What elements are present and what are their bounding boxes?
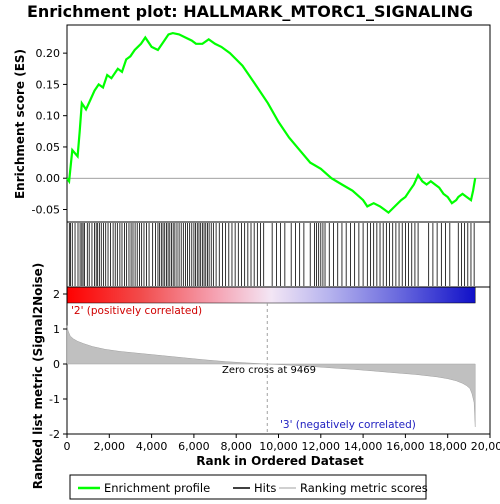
legend-metric-label: Ranking metric scores [300,481,428,495]
x-tick-label: 4,000 [136,440,168,453]
metric-y-tick-label: 0 [53,358,60,371]
metric-y-axis-label: Ranked list metric (Signal2Noise) [31,263,45,490]
metric-y-tick-label: 1 [53,323,60,336]
zero-cross-annotation: Zero cross at 9469 [222,365,316,376]
x-tick-label: 14,000 [344,440,383,453]
es-y-tick-label: 0.05 [36,141,61,154]
metric-y-tick-label: 2 [53,288,60,301]
es-y-tick-label: 0.20 [36,47,61,60]
x-tick-label: 6,000 [178,440,210,453]
es-y-axis-label: Enrichment score (ES) [13,49,27,199]
hits-panel-frame [67,222,490,287]
chart-title: Enrichment plot: HALLMARK_MTORC1_SIGNALI… [27,2,473,21]
legend: Enrichment profile Hits Ranking metric s… [70,475,428,499]
hits-panel [67,222,490,287]
negative-annotation: '3' (negatively correlated) [280,419,416,431]
x-tick-label: 8,000 [220,440,252,453]
legend-enrichment-label: Enrichment profile [104,481,210,495]
es-panel: 0.20 0.15 0.10 0.05 0.00 -0.05 Enrichment sco… [13,25,490,222]
metric-y-tick-label: -2 [49,428,60,441]
legend-hits-label: Hits [254,481,276,495]
metric-y-tick-label: -1 [49,393,60,406]
es-y-tick-label: 0.00 [36,172,61,185]
es-y-tick-label: -0.05 [32,203,60,216]
x-tick-label: 2,000 [94,440,126,453]
x-tick-label: 12,000 [302,440,341,453]
x-tick-label: 10,000 [259,440,298,453]
x-tick-label: 0 [64,440,71,453]
es-y-tick-label: 0.15 [36,78,61,91]
correlation-color-bar [67,287,475,303]
positive-annotation: '2' (positively correlated) [71,305,202,317]
x-tick-label: 20,000 [471,440,500,453]
es-y-tick-label: 0.10 [36,110,61,123]
x-tick-label: 16,000 [386,440,425,453]
x-axis-label: Rank in Ordered Dataset [196,454,364,468]
x-tick-label: 18,000 [428,440,467,453]
